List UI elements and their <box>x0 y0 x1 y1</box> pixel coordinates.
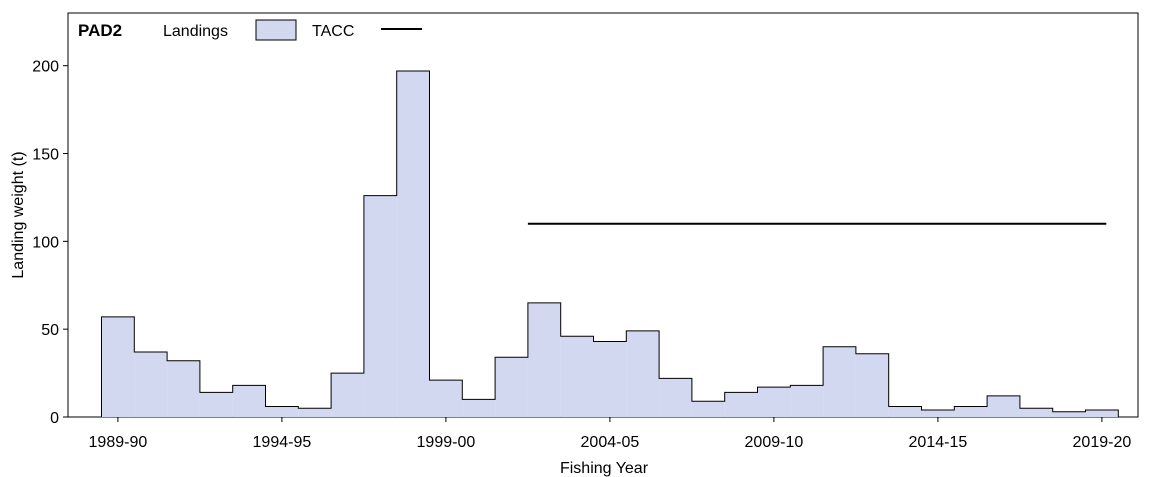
x-tick-label: 1999-00 <box>417 434 476 451</box>
y-tick-label: 150 <box>32 147 59 164</box>
x-tick-label: 1989-90 <box>89 434 148 451</box>
landings-bar <box>1019 408 1053 417</box>
legend-landings-label: Landings <box>163 23 228 40</box>
landings-bar <box>1085 409 1119 417</box>
x-tick-label: 2004-05 <box>581 434 640 451</box>
landings-bar <box>954 406 988 417</box>
landings-bar <box>298 408 332 417</box>
landings-bar <box>331 373 364 417</box>
x-tick-label: 2014-15 <box>909 434 968 451</box>
landings-bar <box>855 353 889 417</box>
landings-bar <box>626 330 660 417</box>
landings-bar <box>232 385 266 417</box>
landings-bar <box>593 341 627 417</box>
landings-bar <box>823 346 856 417</box>
y-axis-label: Landing weight (t) <box>10 151 27 278</box>
landings-bar <box>724 392 758 417</box>
landings-bar <box>199 392 233 417</box>
landings-bar <box>134 352 168 417</box>
landings-bar <box>888 406 922 417</box>
landings-bar <box>462 399 496 417</box>
landings-bar <box>659 378 692 417</box>
landings-step-outline <box>101 70 1119 417</box>
landings-bar <box>429 380 463 417</box>
landings-bar <box>1052 411 1086 417</box>
landings-bar <box>691 401 725 417</box>
y-axis-ticks: 0 50 100 150 200 <box>32 59 68 427</box>
landings-bar <box>363 195 397 417</box>
landings-bars <box>101 70 1119 418</box>
landings-bar <box>790 385 824 417</box>
landings-bar <box>396 70 430 418</box>
x-tick-label: 1994-95 <box>253 434 312 451</box>
x-axis-label: Fishing Year <box>560 460 649 477</box>
landings-bar <box>527 302 561 417</box>
y-tick-label: 100 <box>32 234 59 251</box>
chart-title: PAD2 <box>78 21 122 40</box>
legend-landings-swatch <box>255 19 297 41</box>
landings-bar <box>921 409 955 417</box>
landings-bar <box>495 357 528 417</box>
y-tick-label: 50 <box>41 322 59 339</box>
x-tick-label: 2019-20 <box>1073 434 1132 451</box>
legend: PAD2 Landings TACC <box>78 19 422 41</box>
landings-bar <box>757 387 791 417</box>
landings-bar <box>265 406 299 417</box>
y-tick-label: 200 <box>32 59 59 76</box>
landings-bar <box>560 336 594 417</box>
x-axis-ticks: 1989-90 1994-95 1999-00 2004-05 2009-10 2014-… <box>89 417 1132 451</box>
legend-tacc-label: TACC <box>312 23 354 40</box>
landings-bar <box>987 395 1020 417</box>
landings-bar <box>167 360 200 417</box>
y-tick-label: 0 <box>50 410 59 427</box>
x-tick-label: 2009-10 <box>745 434 804 451</box>
landings-bar <box>101 316 135 417</box>
